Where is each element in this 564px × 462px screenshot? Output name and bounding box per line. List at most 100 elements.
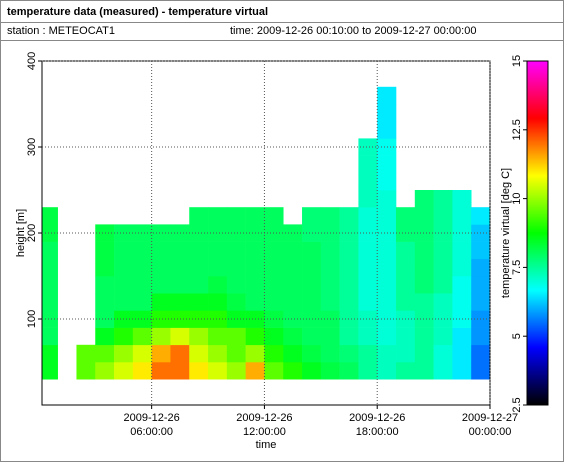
cell [433, 276, 453, 294]
cell [358, 224, 378, 242]
cell [414, 362, 434, 380]
cell [283, 310, 303, 328]
cell [283, 241, 303, 260]
cell [452, 276, 472, 294]
cell [396, 258, 416, 277]
cell [42, 258, 58, 277]
cell [433, 344, 453, 363]
cell [433, 293, 453, 311]
cell [114, 344, 134, 363]
cell [339, 310, 359, 328]
cell [42, 293, 58, 311]
cell [377, 190, 397, 208]
cell [208, 362, 228, 380]
cell [414, 327, 434, 346]
cell [358, 310, 378, 328]
cell [226, 276, 246, 294]
cell [245, 293, 265, 311]
cell [170, 276, 190, 294]
cell [170, 224, 190, 242]
cell [245, 276, 265, 294]
cell [170, 258, 190, 277]
cell [132, 344, 152, 363]
cell [95, 362, 115, 380]
y-tick-label: 400 [26, 52, 38, 70]
cell [377, 86, 397, 105]
cell [358, 172, 378, 191]
cell [264, 207, 284, 225]
cell [189, 276, 209, 294]
cell [245, 362, 265, 380]
cell [226, 258, 246, 277]
cell [245, 327, 265, 346]
cell [132, 327, 152, 346]
cell [377, 138, 397, 156]
cell [320, 344, 340, 363]
cell [377, 172, 397, 191]
cell [42, 241, 58, 260]
cell [471, 362, 490, 380]
cell [76, 362, 96, 380]
x-tick-label: 2009-12-27 00:00:00 [462, 412, 518, 438]
cell [264, 241, 284, 260]
colorbar-tick-label: 12.5 [511, 119, 523, 140]
cell [283, 327, 303, 346]
cell [76, 344, 96, 363]
cell [302, 310, 322, 328]
cell [339, 241, 359, 260]
cell [283, 276, 303, 294]
cell [414, 224, 434, 242]
y-axis-label: height [m] [15, 209, 27, 257]
cell [42, 327, 58, 346]
cell [396, 241, 416, 260]
cell [283, 344, 303, 363]
cell [358, 293, 378, 311]
cell [189, 362, 209, 380]
cell [320, 241, 340, 260]
cell [283, 258, 303, 277]
cell [377, 258, 397, 277]
colorbar-tick-label: 2.5 [511, 397, 523, 412]
cell [189, 327, 209, 346]
cell [471, 241, 490, 260]
cell [377, 276, 397, 294]
colorbar-tick-label: 15 [511, 55, 523, 67]
cell [396, 362, 416, 380]
cell [189, 344, 209, 363]
cell [320, 362, 340, 380]
cell [95, 276, 115, 294]
cell [42, 362, 58, 380]
cell [339, 327, 359, 346]
cell [208, 258, 228, 277]
cell [42, 207, 58, 225]
cell [170, 310, 190, 328]
cell [377, 327, 397, 346]
x-axis-label: time [256, 439, 277, 451]
cell [151, 224, 171, 242]
cell [396, 207, 416, 225]
cell [226, 344, 246, 363]
cell [358, 241, 378, 260]
cell [452, 190, 472, 208]
cell [264, 362, 284, 380]
cell [132, 362, 152, 380]
cell [339, 293, 359, 311]
colorbar-tick-label: 5 [511, 333, 523, 339]
cell [42, 310, 58, 328]
cell [414, 293, 434, 311]
cell [358, 327, 378, 346]
cell [320, 276, 340, 294]
cell [471, 344, 490, 363]
cell [433, 327, 453, 346]
colorbar [526, 60, 549, 406]
cell [42, 344, 58, 363]
cell [245, 258, 265, 277]
cell [302, 224, 322, 242]
cell [114, 258, 134, 277]
cell [114, 276, 134, 294]
cell [226, 362, 246, 380]
cell [151, 258, 171, 277]
cell [452, 207, 472, 225]
cell [471, 327, 490, 346]
cell [358, 276, 378, 294]
